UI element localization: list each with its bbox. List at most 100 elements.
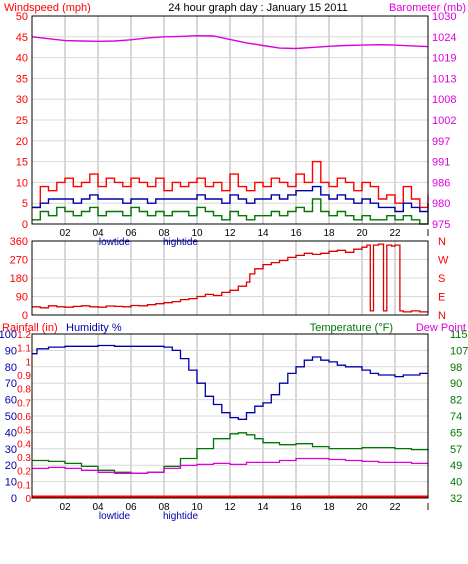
hour-tick-label: 14 [257, 228, 269, 239]
hour-tick-label: 06 [125, 502, 137, 513]
rainfall-tick-label: 0.1 [17, 480, 31, 491]
temperature-tick-label: 82 [450, 395, 462, 407]
temperature-tick-label: 74 [450, 411, 462, 423]
direction-chart-frame [31, 240, 429, 316]
windspeed-tick-label: 15 [16, 157, 28, 169]
hour-tick-label: 06 [125, 228, 137, 239]
barometer-tick-label: 1013 [432, 73, 456, 85]
windspeed-tick-label: 10 [16, 177, 28, 189]
windspeed-tick-label: 25 [16, 115, 28, 127]
rainfall-tick-label: 0 [25, 494, 31, 505]
rainfall-tick-label: 0.2 [17, 467, 31, 478]
barometer-axis-title: Barometer (mb) [389, 2, 466, 14]
average-series-line [32, 185, 429, 213]
hour-tick-label: 08 [158, 502, 170, 513]
humidity-tick-label: 70 [5, 378, 17, 390]
hour-tick-label: 20 [356, 228, 368, 239]
dewpoint-series-line [32, 457, 428, 474]
graph-title: 24 hour graph day : January 15 2011 [168, 2, 348, 14]
barometer-tick-label: 1008 [432, 94, 456, 106]
humidity-tick-label: 10 [5, 477, 17, 489]
hour-tick-label: 12 [224, 502, 236, 513]
temperature-tick-label: 90 [450, 378, 462, 390]
temperature-tick-label: 32 [450, 493, 462, 505]
windspeed-tick-label: 50 [16, 11, 28, 23]
humidity-tick-label: 80 [5, 362, 17, 374]
humidity-tick-label: 20 [5, 460, 17, 472]
direction-tick-label: 90 [16, 292, 28, 304]
hour-tick-label: 08 [158, 228, 170, 239]
hour-tick-label: 02 [59, 228, 71, 239]
humidity-axis-title: Humidity % [66, 322, 122, 334]
barometer-tick-label: 1002 [432, 115, 456, 127]
hightide-label: hightide [163, 511, 198, 522]
barometer-tick-label: 980 [432, 198, 450, 210]
hightide-label: hightide [163, 237, 198, 248]
windspeed-tick-label: 30 [16, 94, 28, 106]
temperature-tick-label: 40 [450, 477, 462, 489]
humidity-tick-label: 60 [5, 395, 17, 407]
humidity-tick-label: 0 [11, 493, 17, 505]
rainfall-tick-label: 0.9 [17, 371, 31, 382]
temperature-axis-title: Temperature (°F) [310, 322, 393, 334]
windspeed-tick-label: 35 [16, 73, 28, 85]
hour-tick-label: 22 [389, 228, 401, 239]
rainfall-tick-label: 0.8 [17, 385, 31, 396]
barometer-tick-label: 986 [432, 177, 450, 189]
temperature-tick-label: 49 [450, 460, 462, 472]
rainfall-tick-label: 1.2 [17, 330, 31, 341]
temperature-tick-label: 57 [450, 444, 462, 456]
windspeed-axis-title: Windspeed (mph) [4, 2, 91, 14]
hour-tick-label: 04 [92, 228, 104, 239]
minimum-series-line [32, 198, 429, 225]
humidity-tick-label: 50 [5, 411, 17, 423]
humidity-tick-label: 100 [0, 329, 17, 341]
gust-series-line [32, 160, 429, 209]
wind-chart-frame [31, 15, 429, 225]
hour-tick-label: 14 [257, 502, 269, 513]
humidity-chart-frame [31, 333, 429, 499]
rainfall-tick-label: 0.6 [17, 412, 31, 423]
hour-tick-label: 18 [323, 228, 335, 239]
temperature-tick-label: 98 [450, 362, 462, 374]
direction-tick-label: 270 [10, 255, 28, 267]
windspeed-tick-label: 20 [16, 136, 28, 148]
hour-tick-label: I [427, 502, 430, 513]
rainfall-tick-label: 0.4 [17, 439, 31, 450]
direction-tick-label: 0 [22, 310, 28, 322]
rainfall-axis-title: Rainfall (in) [2, 322, 58, 334]
humidity-series-line [32, 344, 428, 420]
humidity-tick-label: 90 [5, 345, 17, 357]
rainfall-tick-label: 1.1 [17, 344, 31, 355]
windspeed-tick-label: 5 [22, 198, 28, 210]
temperature-series-line [32, 432, 429, 474]
barometer-tick-label: 1019 [432, 53, 456, 65]
hour-tick-label: 12 [224, 228, 236, 239]
windspeed-tick-label: 45 [16, 32, 28, 44]
temperature-tick-label: 115 [450, 329, 468, 341]
compass-tick-label: S [438, 273, 445, 285]
hour-tick-label: 04 [92, 502, 104, 513]
direction-tick-label: 360 [10, 236, 28, 248]
hour-tick-label: 10 [191, 502, 203, 513]
hour-tick-label: 02 [59, 502, 71, 513]
direction-tick-label: 180 [10, 273, 28, 285]
hour-tick-label: 18 [323, 502, 335, 513]
barometer-tick-label: 997 [432, 136, 450, 148]
windspeed-tick-label: 40 [16, 53, 28, 65]
hour-tick-label: 16 [290, 502, 302, 513]
direction-series-line [32, 243, 428, 313]
compass-tick-label: E [438, 292, 445, 304]
hour-tick-label: 22 [389, 502, 401, 513]
lowtide-label: lowtide [99, 511, 131, 522]
barometer-tick-label: 1030 [432, 11, 456, 23]
temperature-tick-label: 65 [450, 427, 462, 439]
barometer-tick-label: 975 [432, 219, 450, 231]
hour-tick-label: 10 [191, 228, 203, 239]
compass-tick-label: N [438, 310, 446, 322]
hour-tick-label: 16 [290, 228, 302, 239]
windspeed-tick-label: 0 [22, 219, 28, 231]
hour-tick-label: I [427, 228, 430, 239]
temperature-tick-label: 107 [450, 345, 468, 357]
